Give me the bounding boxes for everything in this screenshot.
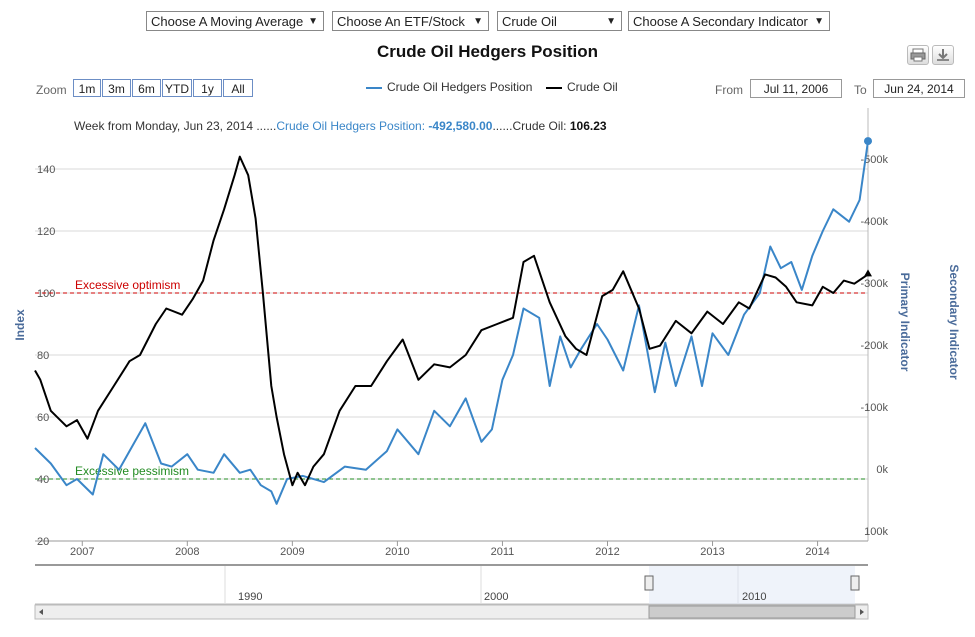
right-axis-title-primary: Primary Indicator — [898, 273, 912, 372]
left-tick-label: 40 — [37, 474, 49, 486]
to-label: To — [854, 83, 867, 97]
zoom-button-ytd[interactable]: YTD — [162, 79, 192, 97]
zoom-label: Zoom — [36, 83, 67, 97]
left-tick-label: 120 — [37, 226, 55, 238]
left-axis-title: Index — [13, 309, 27, 341]
right-tick-label: 0k — [876, 464, 888, 476]
x-axis-ticks: 2007 2008 2009 2010 2011 2012 2013 2014 — [70, 541, 830, 558]
left-axis-ticks: 20 40 60 80 100 120 140 — [37, 164, 55, 548]
x-tick-label: 2011 — [491, 546, 515, 558]
legend-item-hedgers[interactable]: Crude Oil Hedgers Position — [366, 80, 532, 94]
info-line: Week from Monday, Jun 23, 2014 ......Cru… — [74, 119, 607, 133]
zoom-button-6m[interactable]: 6m — [132, 79, 161, 97]
hedgers-end-marker — [864, 137, 872, 146]
navigator-label-1990: 1990 — [238, 591, 262, 603]
left-tick-label: 80 — [37, 350, 49, 362]
x-tick-label: 2014 — [805, 546, 829, 558]
right-axis-ticks: -500k -400k -300k -200k -100k 0k 100k — [860, 154, 888, 538]
end-markers — [864, 137, 872, 277]
right-tick-label: 100k — [864, 526, 888, 538]
left-tick-label: 60 — [37, 412, 49, 424]
zoom-button-all[interactable]: All — [223, 79, 253, 97]
x-tick-label: 2012 — [595, 546, 619, 558]
from-label: From — [715, 83, 743, 97]
scroll-left-icon[interactable] — [39, 609, 43, 615]
right-tick-label: -300k — [860, 278, 888, 290]
chevron-down-icon: ▼ — [814, 16, 824, 27]
etf-stock-dropdown-label: Choose An ETF/Stock — [337, 14, 465, 29]
x-tick-label: 2009 — [280, 546, 304, 558]
left-tick-label: 140 — [37, 164, 55, 176]
moving-average-dropdown[interactable]: Choose A Moving Average ▼ — [146, 11, 324, 31]
download-icon — [937, 49, 949, 61]
scroll-right-icon[interactable] — [860, 609, 864, 615]
download-button[interactable] — [932, 45, 954, 65]
left-tick-label: 100 — [37, 288, 55, 300]
printer-icon — [910, 48, 926, 62]
scrollbar[interactable] — [34, 604, 869, 620]
etf-stock-dropdown[interactable]: Choose An ETF/Stock ▼ — [332, 11, 489, 31]
left-tick-label: 20 — [37, 536, 49, 548]
secondary-indicator-dropdown[interactable]: Choose A Secondary Indicator ▼ — [628, 11, 830, 31]
series-line-crude — [34, 155, 869, 487]
x-tick-label: 2008 — [175, 546, 199, 558]
reference-line-label: Excessive optimism — [75, 278, 180, 292]
info-week: Week from Monday, Jun 23, 2014 ...... — [74, 119, 277, 133]
right-tick-label: -100k — [860, 402, 888, 414]
secondary-indicator-dropdown-label: Choose A Secondary Indicator — [633, 14, 808, 29]
navigator-label-2010: 2010 — [742, 591, 766, 603]
navigator[interactable]: 1990 2000 2010 — [35, 562, 868, 605]
info-crude-name: Crude Oil: — [512, 119, 570, 133]
moving-average-dropdown-label: Choose A Moving Average — [151, 14, 304, 29]
navigator-handle-left[interactable] — [644, 575, 654, 591]
commodity-dropdown-label: Crude Oil — [502, 14, 557, 29]
info-hedgers-value: -492,580.00 — [428, 119, 493, 133]
chevron-down-icon: ▼ — [606, 16, 616, 27]
chart-title: Crude Oil Hedgers Position — [376, 42, 599, 61]
navigator-selection[interactable] — [649, 566, 855, 604]
chevron-down-icon: ▼ — [473, 16, 483, 27]
x-tick-label: 2010 — [385, 546, 409, 558]
legend-swatch-crude — [546, 86, 562, 89]
legend-label-crude: Crude Oil — [567, 80, 618, 94]
series-group — [34, 140, 869, 505]
right-axis-title-secondary: Secondary Indicator — [947, 264, 961, 380]
right-tick-label: -400k — [860, 216, 888, 228]
chevron-down-icon: ▼ — [308, 16, 318, 27]
scrollbar-thumb[interactable] — [648, 605, 856, 619]
right-tick-label: -200k — [860, 340, 888, 352]
crude-end-marker — [864, 269, 872, 277]
info-sep: ...... — [492, 119, 513, 133]
info-hedgers-name: Crude Oil Hedgers Position: — [276, 119, 429, 133]
navigator-label-2000: 2000 — [484, 591, 508, 603]
from-date-input[interactable]: Jul 11, 2006 — [750, 79, 842, 98]
zoom-button-3m[interactable]: 3m — [102, 79, 131, 97]
commodity-dropdown[interactable]: Crude Oil ▼ — [497, 11, 622, 31]
zoom-button-1y[interactable]: 1y — [193, 79, 222, 97]
legend-item-crude[interactable]: Crude Oil — [546, 80, 618, 94]
x-tick-label: 2013 — [700, 546, 724, 558]
right-tick-label: -500k — [860, 154, 888, 166]
reference-lines: Excessive optimism Excessive pessimism — [35, 278, 868, 480]
navigator-handle-right[interactable] — [850, 575, 860, 591]
info-crude-value: 106.23 — [569, 119, 607, 133]
print-button[interactable] — [907, 45, 929, 65]
x-tick-label: 2007 — [70, 546, 94, 558]
reference-line-label: Excessive pessimism — [75, 464, 189, 478]
legend-swatch-hedgers — [366, 86, 382, 89]
to-date-input[interactable]: Jun 24, 2014 — [873, 79, 965, 98]
series-line-hedgers — [34, 140, 869, 505]
legend-label-hedgers: Crude Oil Hedgers Position — [387, 80, 533, 94]
zoom-button-1m[interactable]: 1m — [73, 79, 101, 97]
